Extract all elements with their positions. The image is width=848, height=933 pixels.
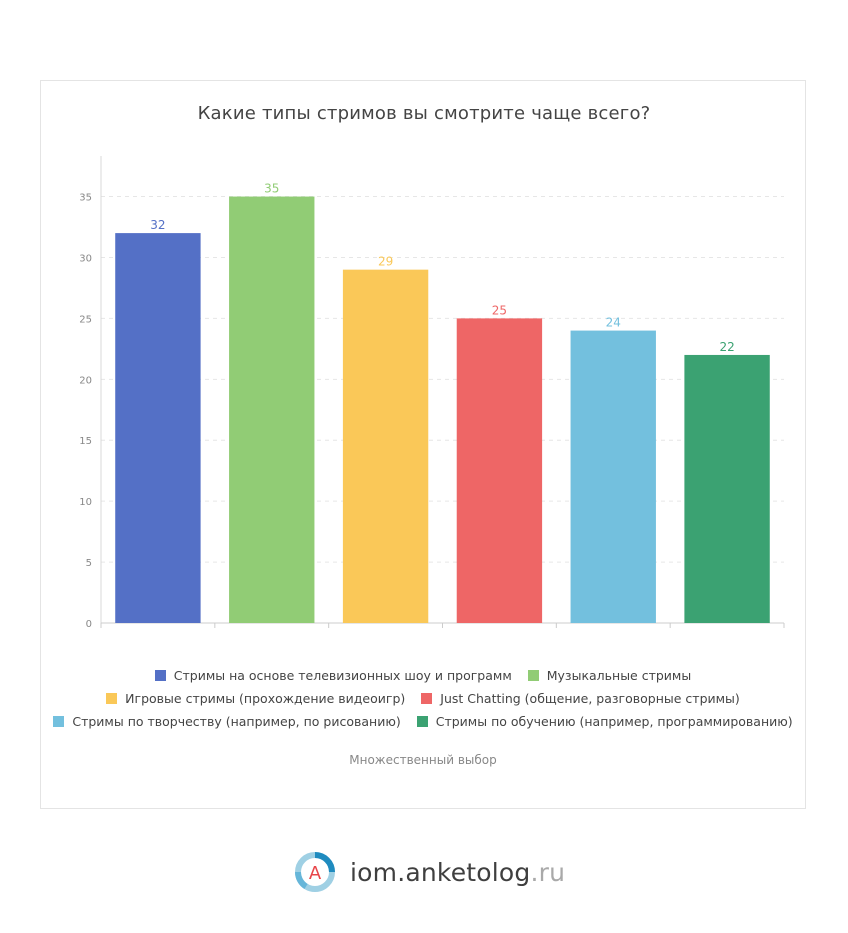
legend-item[interactable]: Стримы по творчеству (например, по рисов… xyxy=(53,714,401,729)
bar-chart: 0 5 10 15 20 25 30 35 32 35 29 25 24 22 xyxy=(79,156,785,630)
legend-swatch xyxy=(416,716,428,727)
legend-label: Just Chatting (общение, разговорные стри… xyxy=(440,691,740,706)
legend-label: Музыкальные стримы xyxy=(546,668,692,683)
y-tick-label: 15 xyxy=(79,436,92,447)
x-axis xyxy=(100,622,785,628)
bar-value-label: 22 xyxy=(719,340,734,354)
y-tick-label: 10 xyxy=(79,497,92,508)
legend-swatch xyxy=(154,670,166,681)
legend-item[interactable]: Музыкальные стримы xyxy=(527,668,692,683)
logo-letter: A xyxy=(309,863,322,884)
bar-value-label: 32 xyxy=(150,218,165,232)
legend-label: Стримы по творчеству (например, по рисов… xyxy=(72,714,401,729)
y-axis: 0 5 10 15 20 25 30 35 xyxy=(79,156,102,630)
legend-row: Игровые стримы (прохождение видеоигр) Ju… xyxy=(40,687,806,710)
legend-item[interactable]: Стримы на основе телевизионных шоу и про… xyxy=(154,668,512,683)
y-tick-label: 0 xyxy=(86,619,92,630)
bar xyxy=(570,330,656,623)
anketolog-logo-icon: A xyxy=(294,852,335,892)
brand-domain: iom.anketolog xyxy=(350,857,531,887)
bar xyxy=(684,354,770,623)
bar-value-label: 25 xyxy=(492,303,507,317)
legend-swatch xyxy=(106,693,118,704)
chart-title: Какие типы стримов вы смотрите чаще всег… xyxy=(197,103,651,124)
y-tick-label: 25 xyxy=(79,314,92,325)
brand-tld: .ru xyxy=(530,857,566,887)
y-tick-label: 20 xyxy=(79,375,92,386)
legend-row: Стримы на основе телевизионных шоу и про… xyxy=(40,664,806,687)
legend-label: Стримы по обучению (например, программир… xyxy=(435,714,793,729)
bar-value-label: 35 xyxy=(264,182,279,196)
legend-row: Стримы по творчеству (например, по рисов… xyxy=(40,710,806,733)
y-tick-label: 35 xyxy=(79,193,92,204)
multiple-choice-note: Множественный выбор xyxy=(349,753,497,767)
legend-label: Игровые стримы (прохождение видеоигр) xyxy=(125,691,406,706)
bar xyxy=(456,318,543,623)
bar-value-label: 24 xyxy=(606,316,621,330)
bars xyxy=(115,196,770,624)
legend-swatch xyxy=(421,693,433,704)
legend-item[interactable]: Стримы по обучению (например, программир… xyxy=(416,714,793,729)
bar-value-label: 29 xyxy=(378,255,393,269)
bar xyxy=(342,269,429,623)
legend-swatch xyxy=(527,670,539,681)
bar xyxy=(115,233,201,623)
y-tick-label: 30 xyxy=(79,253,92,264)
legend-label: Стримы на основе телевизионных шоу и про… xyxy=(173,668,512,683)
brand-name: iom.anketolog.ru xyxy=(350,858,565,887)
y-tick-label: 5 xyxy=(86,558,92,569)
brand-footer[interactable]: A iom.anketolog.ru xyxy=(292,850,565,894)
grid-lines xyxy=(101,196,784,563)
legend-swatch xyxy=(53,716,65,727)
legend: Стримы на основе телевизионных шоу и про… xyxy=(40,664,806,733)
legend-item[interactable]: Just Chatting (общение, разговорные стри… xyxy=(421,691,740,706)
bar xyxy=(229,196,315,624)
legend-item[interactable]: Игровые стримы (прохождение видеоигр) xyxy=(106,691,405,706)
data-labels: 32 35 29 25 24 22 xyxy=(150,182,734,354)
